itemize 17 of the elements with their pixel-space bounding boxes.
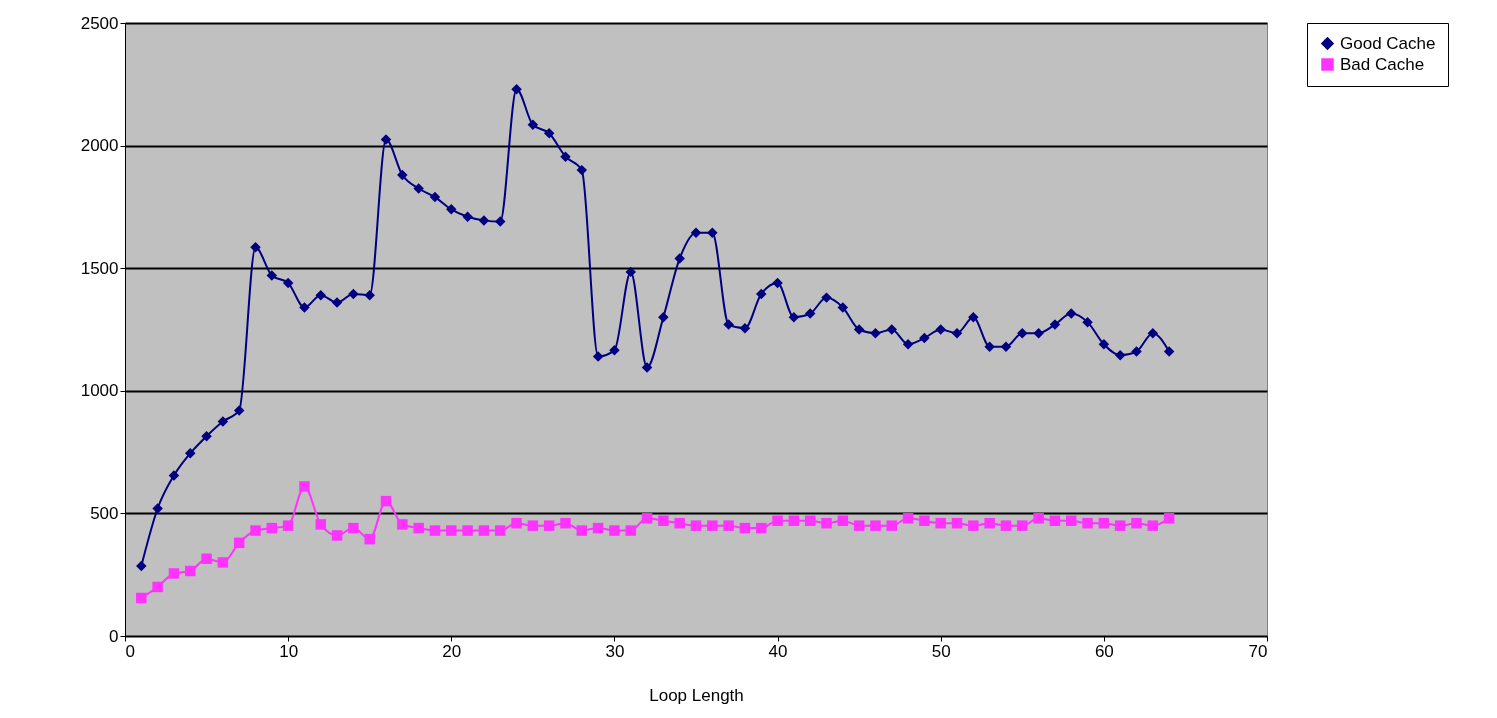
x-tick-label: 0 (125, 641, 135, 661)
y-tick-label: 1500 (80, 258, 119, 278)
x-tick-label: 10 (279, 641, 299, 661)
x-tick-label: 60 (1094, 641, 1114, 661)
y-tick-label: 500 (90, 503, 119, 523)
legend-label: Good Cache (1340, 33, 1436, 53)
x-tick-label: 50 (931, 641, 951, 661)
y-tick-label: 0 (109, 626, 119, 646)
legend-label: Bad Cache (1340, 54, 1425, 74)
y-tick-label: 1000 (80, 381, 119, 401)
x-tick-label: 40 (768, 641, 788, 661)
x-axis-title: Loop Length (649, 685, 744, 705)
x-tick-label: 70 (1248, 641, 1268, 661)
y-tick-label: 2500 (80, 13, 119, 33)
x-tick-label: 30 (605, 641, 625, 661)
y-tick-label: 2000 (80, 136, 119, 156)
x-tick-label: 20 (442, 641, 462, 661)
